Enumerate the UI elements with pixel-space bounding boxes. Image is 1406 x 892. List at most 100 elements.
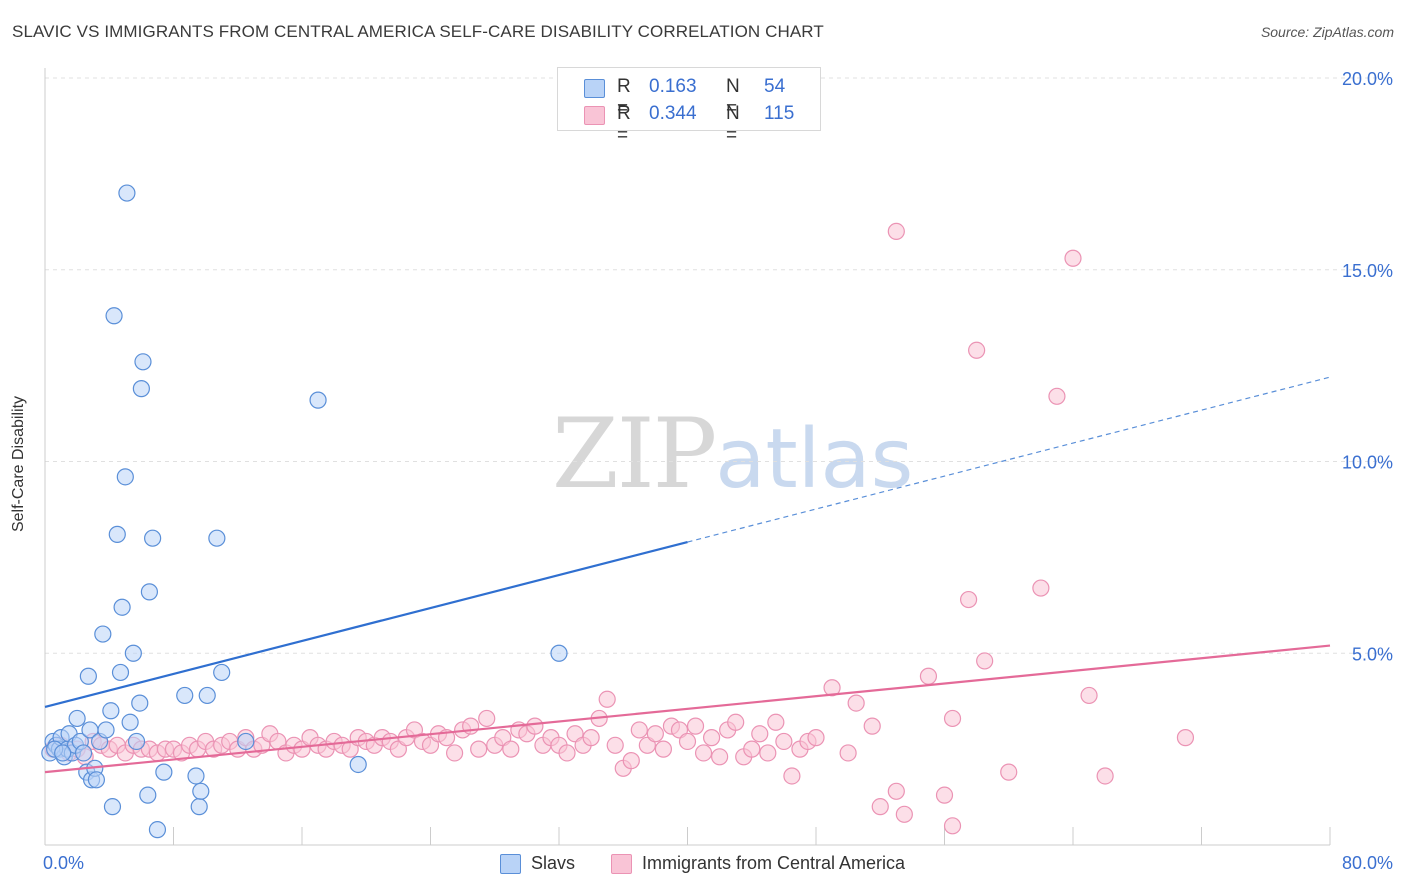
slavs-point [144,529,162,547]
immigrants-point [582,729,600,747]
immigrants-point [943,817,962,835]
slavs-point [155,763,173,781]
legend-swatch-slavs [500,854,521,874]
immigrants-point [630,721,648,739]
slavs-point [87,771,106,789]
slavs-point [190,798,208,816]
immigrants-point [968,341,986,359]
slavs-point [134,353,152,371]
immigrants-point [445,744,464,762]
slavs-point [139,786,157,804]
slavs-point [103,798,122,816]
immigrants-point [646,725,664,743]
immigrants-point [935,786,954,804]
n-label: N = [726,103,740,146]
slavs-point [54,744,72,762]
slavs-point [192,782,210,800]
immigrants-point [807,729,825,747]
immigrants-point [502,740,520,758]
immigrants-point [558,744,576,762]
slavs-point [121,713,139,731]
slavs-point [187,767,205,785]
y-axis-label: Self-Care Disability [10,395,27,533]
immigrants-point [1080,686,1098,705]
legend-swatch-slavs [584,79,605,98]
immigrants-point [686,717,705,735]
chart-title: SLAVIC VS IMMIGRANTS FROM CENTRAL AMERIC… [12,22,824,41]
y-tick-label: 5.0% [1352,644,1393,664]
immigrants-point [759,744,777,762]
r-label: R = [617,76,631,119]
slavs-point [148,821,167,839]
immigrants-point [1096,767,1114,785]
slavs-point [111,663,130,682]
y-tick-label: 15.0% [1342,261,1393,281]
slavs-point [198,686,216,705]
slavs-point [102,702,120,720]
immigrants-point [887,222,905,240]
immigrants-point [1032,579,1050,597]
slavs-point [116,468,134,486]
slavs-point [113,598,131,616]
immigrants-point [943,709,962,728]
slavs-trendline-extension [687,376,1331,543]
stats-legend: R = 0.163 N = 54 R = 0.344 N = 115 [557,67,821,146]
slavs-point [94,625,112,643]
legend-label-slavs: Slavs [531,853,576,873]
watermark-atlas: atlas [715,412,914,507]
source-credit: Source: ZipAtlas.com [1260,24,1394,40]
slavs-point [105,307,123,325]
slavs-point [237,732,255,751]
immigrants-point [598,690,616,708]
immigrants-point [823,679,841,697]
r-value: 0.163 [649,76,697,97]
slavs-point [132,380,150,398]
r-value: 0.344 [649,103,697,124]
immigrants-point [694,744,713,762]
watermark: ZIPatlas [552,398,913,510]
slavs-point [550,644,568,662]
immigrants-point [1000,763,1018,781]
immigrants-point [976,652,994,670]
immigrants-point [702,729,721,747]
legend-swatch-immigrants [611,854,632,874]
watermark-zip: ZIP [552,398,717,510]
slavs-trendline [44,540,688,709]
x-tick-label: 0.0% [43,853,84,873]
y-tick-label: 10.0% [1342,453,1393,473]
r-label: R = [617,103,631,146]
slavs-point [131,694,149,712]
immigrants-point [711,748,729,766]
immigrants-point [727,713,745,731]
slavs-point [108,525,126,543]
slavs-point [127,732,146,751]
immigrants-point [622,752,640,770]
y-tick-label: 20.0% [1342,69,1393,89]
immigrants-point [606,736,624,754]
slavs-point [74,744,93,762]
immigrants-point [783,767,801,785]
slavs-point [349,755,367,774]
immigrants-point [743,740,761,758]
slavs-point [140,583,159,601]
immigrants-point [767,713,785,731]
immigrants-point [526,717,544,735]
immigrants-point [751,725,769,743]
slavs-point [68,709,86,728]
x-tick-label: 80.0% [1342,853,1393,873]
immigrants-point [470,740,488,758]
slavs-point [124,644,142,662]
immigrants-point [1064,249,1082,267]
immigrants-point [654,740,673,758]
slavs-point [97,721,115,739]
immigrants-point [959,590,978,609]
n-value: 115 [764,103,795,124]
immigrants-point [478,709,496,728]
slavs-point [176,686,194,705]
slavs-point [208,529,226,547]
immigrants-point [1176,729,1195,747]
immigrants-point [919,667,938,685]
immigrants-point [863,717,881,735]
immigrants-point [895,805,913,823]
